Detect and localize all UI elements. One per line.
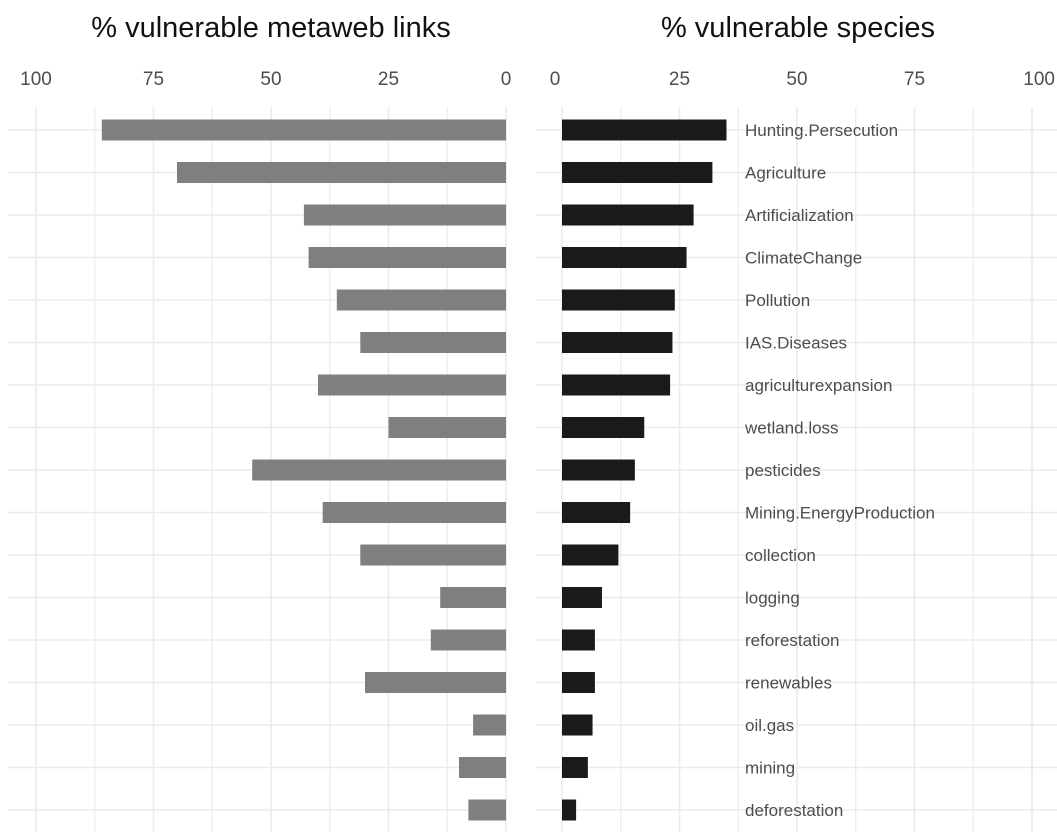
right-bar [562,502,631,523]
category-label: logging [745,589,800,608]
category-label: Mining.EnergyProduction [745,504,935,523]
right-x-tick-label: 75 [904,69,925,90]
left-bar [336,289,506,311]
category-label: agriculturexpansion [745,376,892,395]
left-bar [322,502,506,523]
left-bar [360,544,506,566]
category-label: ClimateChange [745,249,862,268]
left-bar [473,714,506,736]
right-bar [562,162,713,183]
left-bar [388,417,506,438]
left-bar [365,672,506,693]
left-bar [308,247,506,268]
category-label: Pollution [745,291,810,310]
left-x-tick-label: 0 [501,69,512,90]
left-x-tick-label: 100 [20,69,52,90]
text-layer: % vulnerable metaweb links % vulnerable … [20,12,1055,820]
right-bar [562,332,673,353]
right-bar [562,417,645,438]
right-bar [562,799,577,821]
category-label: Hunting.Persecution [745,121,898,140]
left-bar [303,204,506,226]
right-bar [562,289,675,311]
right-panel-title: % vulnerable species [661,12,935,44]
right-bar [562,672,595,693]
left-bar [430,629,506,651]
right-bar [562,587,602,608]
category-label: collection [745,546,816,565]
left-panel-title: % vulnerable metaweb links [91,12,450,44]
left-bar [360,332,506,353]
category-label: mining [745,759,795,778]
category-label: Artificialization [745,206,854,225]
category-label: oil.gas [745,716,794,735]
right-bar [562,374,671,396]
right-bar [562,204,694,226]
right-x-tick-label: 0 [550,69,561,90]
right-bar [562,247,687,268]
right-bar [562,544,619,566]
left-x-tick-label: 25 [378,69,399,90]
left-x-tick-label: 50 [260,69,281,90]
left-bar [177,162,506,183]
category-label: IAS.Diseases [745,334,847,353]
left-x-tick-label: 75 [143,69,164,90]
category-label: Agriculture [745,164,826,183]
left-bar [440,587,506,608]
right-x-tick-label: 100 [1023,69,1055,90]
right-bar [562,119,727,141]
left-bar [459,757,506,778]
left-bar [252,459,506,481]
category-label: pesticides [745,461,821,480]
category-label: renewables [745,674,832,693]
right-x-tick-label: 50 [786,69,807,90]
right-bar [562,459,635,481]
right-bar [562,757,588,778]
category-label: deforestation [745,801,843,820]
left-bar [468,799,506,821]
category-label: wetland.loss [744,419,839,438]
right-bar [562,629,595,651]
bar-layer [101,119,727,821]
left-bar [318,374,506,396]
left-bar [101,119,507,141]
right-x-tick-label: 25 [669,69,690,90]
right-bar [562,714,593,736]
category-label: reforestation [745,631,840,650]
grid-layer [8,107,1057,832]
